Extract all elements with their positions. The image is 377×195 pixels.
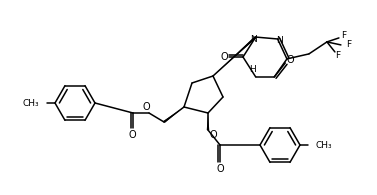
Text: F: F	[336, 51, 340, 60]
Polygon shape	[207, 113, 209, 130]
Text: F: F	[341, 31, 346, 40]
Text: F: F	[346, 40, 351, 49]
Text: CH₃: CH₃	[22, 98, 39, 107]
Text: O: O	[128, 130, 136, 140]
Text: O: O	[287, 55, 294, 65]
Text: O: O	[209, 130, 217, 140]
Text: O: O	[216, 164, 224, 174]
Text: O: O	[142, 102, 150, 112]
Text: N: N	[250, 35, 257, 43]
Text: N: N	[276, 36, 283, 45]
Polygon shape	[213, 36, 256, 76]
Polygon shape	[163, 107, 184, 123]
Text: H: H	[249, 66, 256, 74]
Text: O: O	[220, 52, 228, 62]
Text: CH₃: CH₃	[316, 141, 333, 150]
